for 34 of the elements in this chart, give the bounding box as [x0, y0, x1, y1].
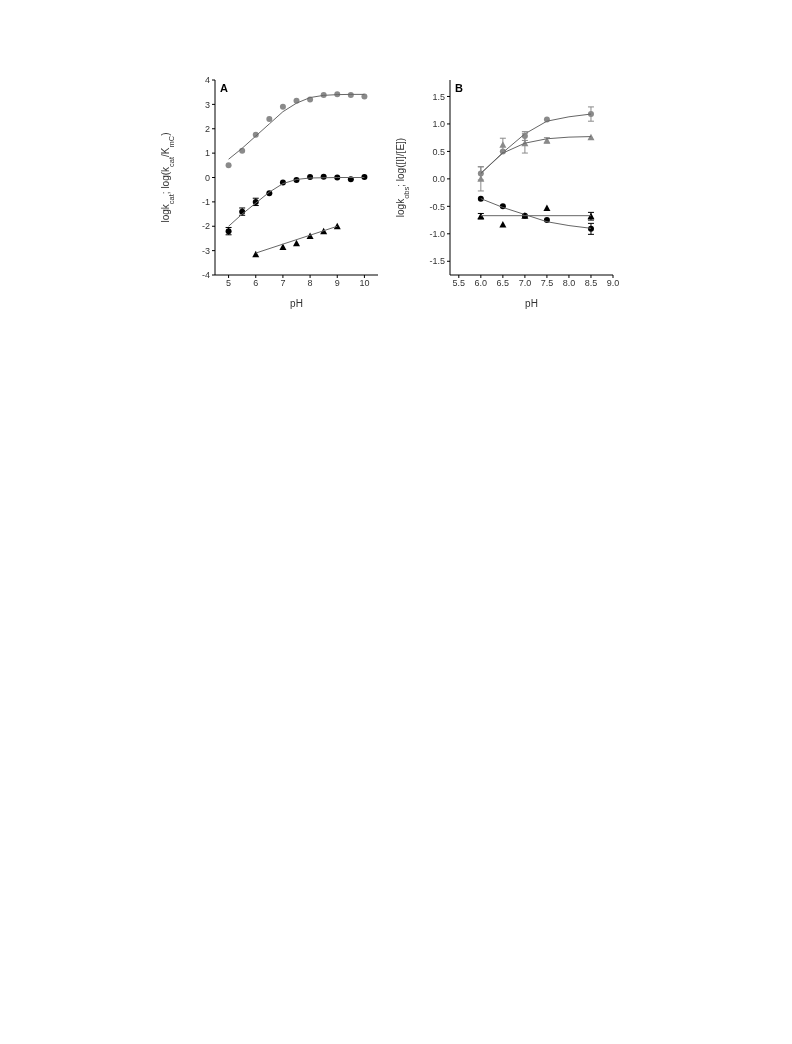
y-tick-label: -1.0: [429, 229, 445, 239]
y-tick-label: 3: [204, 99, 210, 110]
y-tick-label: 2: [204, 123, 210, 134]
y-tick-label: -4: [201, 270, 210, 281]
y-tick-label: -3: [201, 245, 210, 256]
chart-title: B: [455, 82, 463, 94]
x-tick-label: 8: [307, 278, 313, 289]
x-axis-title: pH: [525, 298, 538, 309]
x-tick-label: 6: [253, 278, 259, 289]
chart-title: A: [220, 82, 228, 94]
y-tick-label: 0: [204, 172, 210, 183]
x-tick-label: 9: [334, 278, 340, 289]
x-tick-label: 8.5: [584, 278, 598, 289]
y-tick-label: -1: [201, 197, 210, 208]
y-tick-label: -0.5: [429, 201, 445, 212]
x-tick-label: 6.0: [474, 278, 488, 289]
x-tick-label: 7.0: [518, 278, 532, 289]
y-tick-label: 1: [204, 148, 210, 159]
x-tick-label: 7.5: [540, 278, 554, 289]
y-tick-label: 1.5: [432, 91, 445, 102]
x-tick-label: 8.0: [562, 278, 576, 289]
x-tick-label: 6.5: [496, 278, 510, 289]
y-tick-label: 4: [204, 75, 210, 86]
y-tick-label: 0.5: [432, 146, 445, 157]
x-tick-label: 5.5: [452, 278, 466, 289]
x-tick-label: 7: [280, 278, 286, 289]
x-tick-label: 5: [226, 278, 232, 289]
x-tick-label: 10: [359, 278, 370, 289]
y-tick-label: 1.0: [432, 119, 445, 130]
x-tick-label: 9.0: [606, 278, 620, 289]
y-tick-label: 0.0: [432, 174, 445, 185]
y-tick-label: -1.5: [429, 256, 445, 267]
y-tick-label: -2: [201, 221, 210, 232]
x-axis-title: pH: [290, 298, 303, 309]
